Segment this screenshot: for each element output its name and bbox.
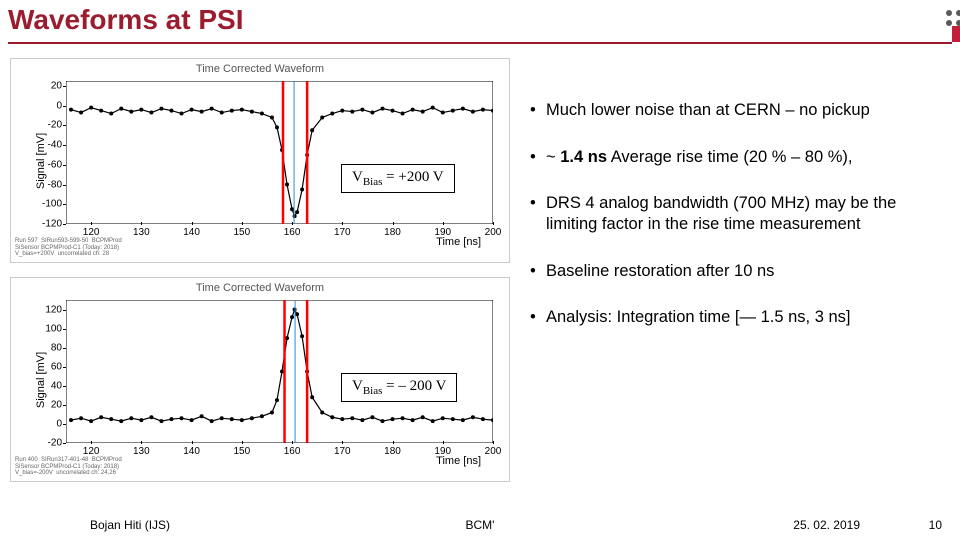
- x-tick: 190: [434, 227, 451, 238]
- footer-date: 25. 02. 2019: [793, 518, 860, 532]
- y-tick: -20: [38, 438, 62, 449]
- bullet-item: ~ 1.4 ns Average rise time (20 % – 80 %)…: [530, 147, 942, 168]
- chart-title: Time Corrected Waveform: [11, 63, 509, 75]
- y-tick: 60: [38, 361, 62, 372]
- x-tick: 180: [384, 446, 401, 457]
- chart-top: Time Corrected WaveformSignal [mV]Time […: [10, 58, 510, 263]
- y-tick: -20: [38, 120, 62, 131]
- x-tick: 160: [284, 227, 301, 238]
- x-tick: 190: [434, 446, 451, 457]
- voltage-label: VBias = – 200 V: [341, 373, 457, 402]
- footer-center: BCM': [466, 518, 495, 532]
- plot-area: -120-100-80-60-40-2002012013014015016017…: [66, 81, 491, 222]
- y-tick: -100: [38, 199, 62, 210]
- chart-svg: [66, 81, 493, 224]
- y-tick: -60: [38, 159, 62, 170]
- bullet-item: Baseline restoration after 10 ns: [530, 261, 942, 282]
- footer-page: 10: [929, 518, 942, 532]
- chart-bottom: Time Corrected WaveformSignal [mV]Time […: [10, 277, 510, 482]
- voltage-label: VBias = +200 V: [341, 164, 455, 193]
- y-tick: -80: [38, 179, 62, 190]
- y-tick: 20: [38, 399, 62, 410]
- charts-column: Time Corrected WaveformSignal [mV]Time […: [10, 58, 510, 496]
- x-tick: 140: [183, 227, 200, 238]
- y-tick: 100: [38, 323, 62, 334]
- title-underline: [8, 42, 952, 44]
- x-tick: 120: [83, 446, 100, 457]
- y-tick: 0: [38, 100, 62, 111]
- footer-author: Bojan Hiti (IJS): [90, 518, 170, 532]
- bullet-item: DRS 4 analog bandwidth (700 MHz) may be …: [530, 193, 942, 234]
- x-tick: 150: [233, 227, 250, 238]
- chart-info: Run 400 SIRun317-401-48 BCPMProd SiSenso…: [15, 457, 122, 477]
- y-tick: 120: [38, 304, 62, 315]
- y-tick: -40: [38, 140, 62, 151]
- x-tick: 130: [133, 446, 150, 457]
- plot-area: -200204060801001201201301401501601701801…: [66, 300, 491, 441]
- x-tick: 120: [83, 227, 100, 238]
- y-tick: 40: [38, 380, 62, 391]
- slide-title: Waveforms at PSI: [8, 4, 243, 36]
- x-tick: 200: [485, 227, 502, 238]
- y-tick: -120: [38, 219, 62, 230]
- x-tick: 180: [384, 227, 401, 238]
- bullet-item: Much lower noise than at CERN – no picku…: [530, 100, 942, 121]
- x-tick: 200: [485, 446, 502, 457]
- chart-title: Time Corrected Waveform: [11, 282, 509, 294]
- y-tick: 20: [38, 80, 62, 91]
- x-tick: 170: [334, 446, 351, 457]
- x-tick: 170: [334, 227, 351, 238]
- y-tick: 80: [38, 342, 62, 353]
- bullet-list: Much lower noise than at CERN – no picku…: [530, 100, 942, 354]
- chart-info: Run 597 SIRun593-599-50 BCPMProd SiSenso…: [15, 238, 122, 258]
- x-tick: 160: [284, 446, 301, 457]
- y-tick: 0: [38, 418, 62, 429]
- x-tick: 130: [133, 227, 150, 238]
- chart-svg: [66, 300, 493, 443]
- x-tick: 140: [183, 446, 200, 457]
- x-tick: 150: [233, 446, 250, 457]
- bullet-item: Analysis: Integration time [— 1.5 ns, 3 …: [530, 307, 942, 328]
